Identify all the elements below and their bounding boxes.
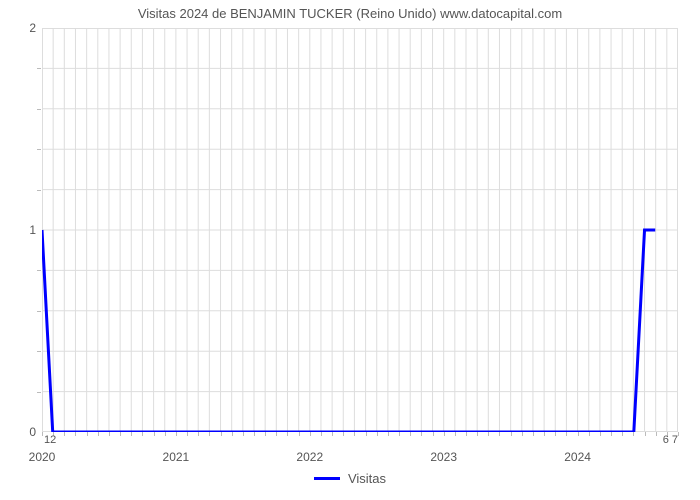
corner-label-left: 12 xyxy=(44,434,56,446)
x-minor-tick xyxy=(64,432,65,436)
x-minor-tick xyxy=(109,432,110,436)
y-minor-tick xyxy=(37,190,41,191)
x-minor-tick xyxy=(198,432,199,436)
x-tick-label: 2024 xyxy=(564,450,591,464)
y-minor-tick xyxy=(37,68,41,69)
legend-text: Visitas xyxy=(348,471,386,486)
x-minor-tick xyxy=(332,432,333,436)
visits-chart: Visitas 2024 de BENJAMIN TUCKER (Reino U… xyxy=(0,0,700,500)
x-minor-tick xyxy=(165,432,166,436)
legend: Visitas xyxy=(0,470,700,488)
x-minor-tick xyxy=(287,432,288,436)
y-minor-tick xyxy=(37,351,41,352)
x-minor-tick xyxy=(656,432,657,436)
x-minor-tick xyxy=(678,432,679,436)
x-minor-tick xyxy=(444,432,445,436)
plot-area xyxy=(42,28,678,432)
x-tick-label: 2020 xyxy=(29,450,56,464)
x-minor-tick xyxy=(310,432,311,436)
chart-title: Visitas 2024 de BENJAMIN TUCKER (Reino U… xyxy=(0,6,700,21)
x-minor-tick xyxy=(243,432,244,436)
x-minor-tick xyxy=(265,432,266,436)
y-tick-label: 0 xyxy=(20,425,36,439)
y-minor-tick xyxy=(37,392,41,393)
x-minor-tick xyxy=(354,432,355,436)
x-minor-tick xyxy=(511,432,512,436)
x-tick-label: 2021 xyxy=(163,450,190,464)
x-minor-tick xyxy=(522,432,523,436)
x-minor-tick xyxy=(589,432,590,436)
x-minor-tick xyxy=(611,432,612,436)
x-minor-tick xyxy=(410,432,411,436)
x-minor-tick xyxy=(131,432,132,436)
x-minor-tick xyxy=(622,432,623,436)
x-minor-tick xyxy=(499,432,500,436)
x-minor-tick xyxy=(566,432,567,436)
y-tick-label: 2 xyxy=(20,21,36,35)
x-minor-tick xyxy=(544,432,545,436)
corner-label-right: 6 7 xyxy=(663,434,678,446)
y-minor-tick xyxy=(37,149,41,150)
x-minor-tick xyxy=(98,432,99,436)
x-minor-tick xyxy=(578,432,579,436)
x-minor-tick xyxy=(366,432,367,436)
x-minor-tick xyxy=(377,432,378,436)
x-minor-tick xyxy=(176,432,177,436)
y-minor-tick xyxy=(37,109,41,110)
x-minor-tick xyxy=(645,432,646,436)
x-minor-tick xyxy=(321,432,322,436)
x-minor-tick xyxy=(299,432,300,436)
legend-swatch xyxy=(314,477,340,480)
x-minor-tick xyxy=(276,432,277,436)
x-minor-tick xyxy=(388,432,389,436)
y-tick-label: 1 xyxy=(20,223,36,237)
x-minor-tick xyxy=(533,432,534,436)
x-minor-tick xyxy=(75,432,76,436)
x-minor-tick xyxy=(42,432,43,436)
x-minor-tick xyxy=(87,432,88,436)
x-tick-label: 2023 xyxy=(430,450,457,464)
x-minor-tick xyxy=(477,432,478,436)
x-minor-tick xyxy=(600,432,601,436)
x-minor-tick xyxy=(254,432,255,436)
x-minor-tick xyxy=(221,432,222,436)
x-minor-tick xyxy=(455,432,456,436)
x-minor-tick xyxy=(555,432,556,436)
x-minor-tick xyxy=(466,432,467,436)
x-minor-tick xyxy=(488,432,489,436)
x-minor-tick xyxy=(209,432,210,436)
x-tick-label: 2022 xyxy=(296,450,323,464)
x-minor-tick xyxy=(399,432,400,436)
x-minor-tick xyxy=(187,432,188,436)
x-minor-tick xyxy=(142,432,143,436)
x-minor-tick xyxy=(633,432,634,436)
y-minor-tick xyxy=(37,311,41,312)
y-minor-tick xyxy=(37,270,41,271)
x-minor-tick xyxy=(120,432,121,436)
x-minor-tick xyxy=(433,432,434,436)
x-minor-tick xyxy=(421,432,422,436)
x-minor-tick xyxy=(154,432,155,436)
x-minor-tick xyxy=(343,432,344,436)
x-minor-tick xyxy=(232,432,233,436)
